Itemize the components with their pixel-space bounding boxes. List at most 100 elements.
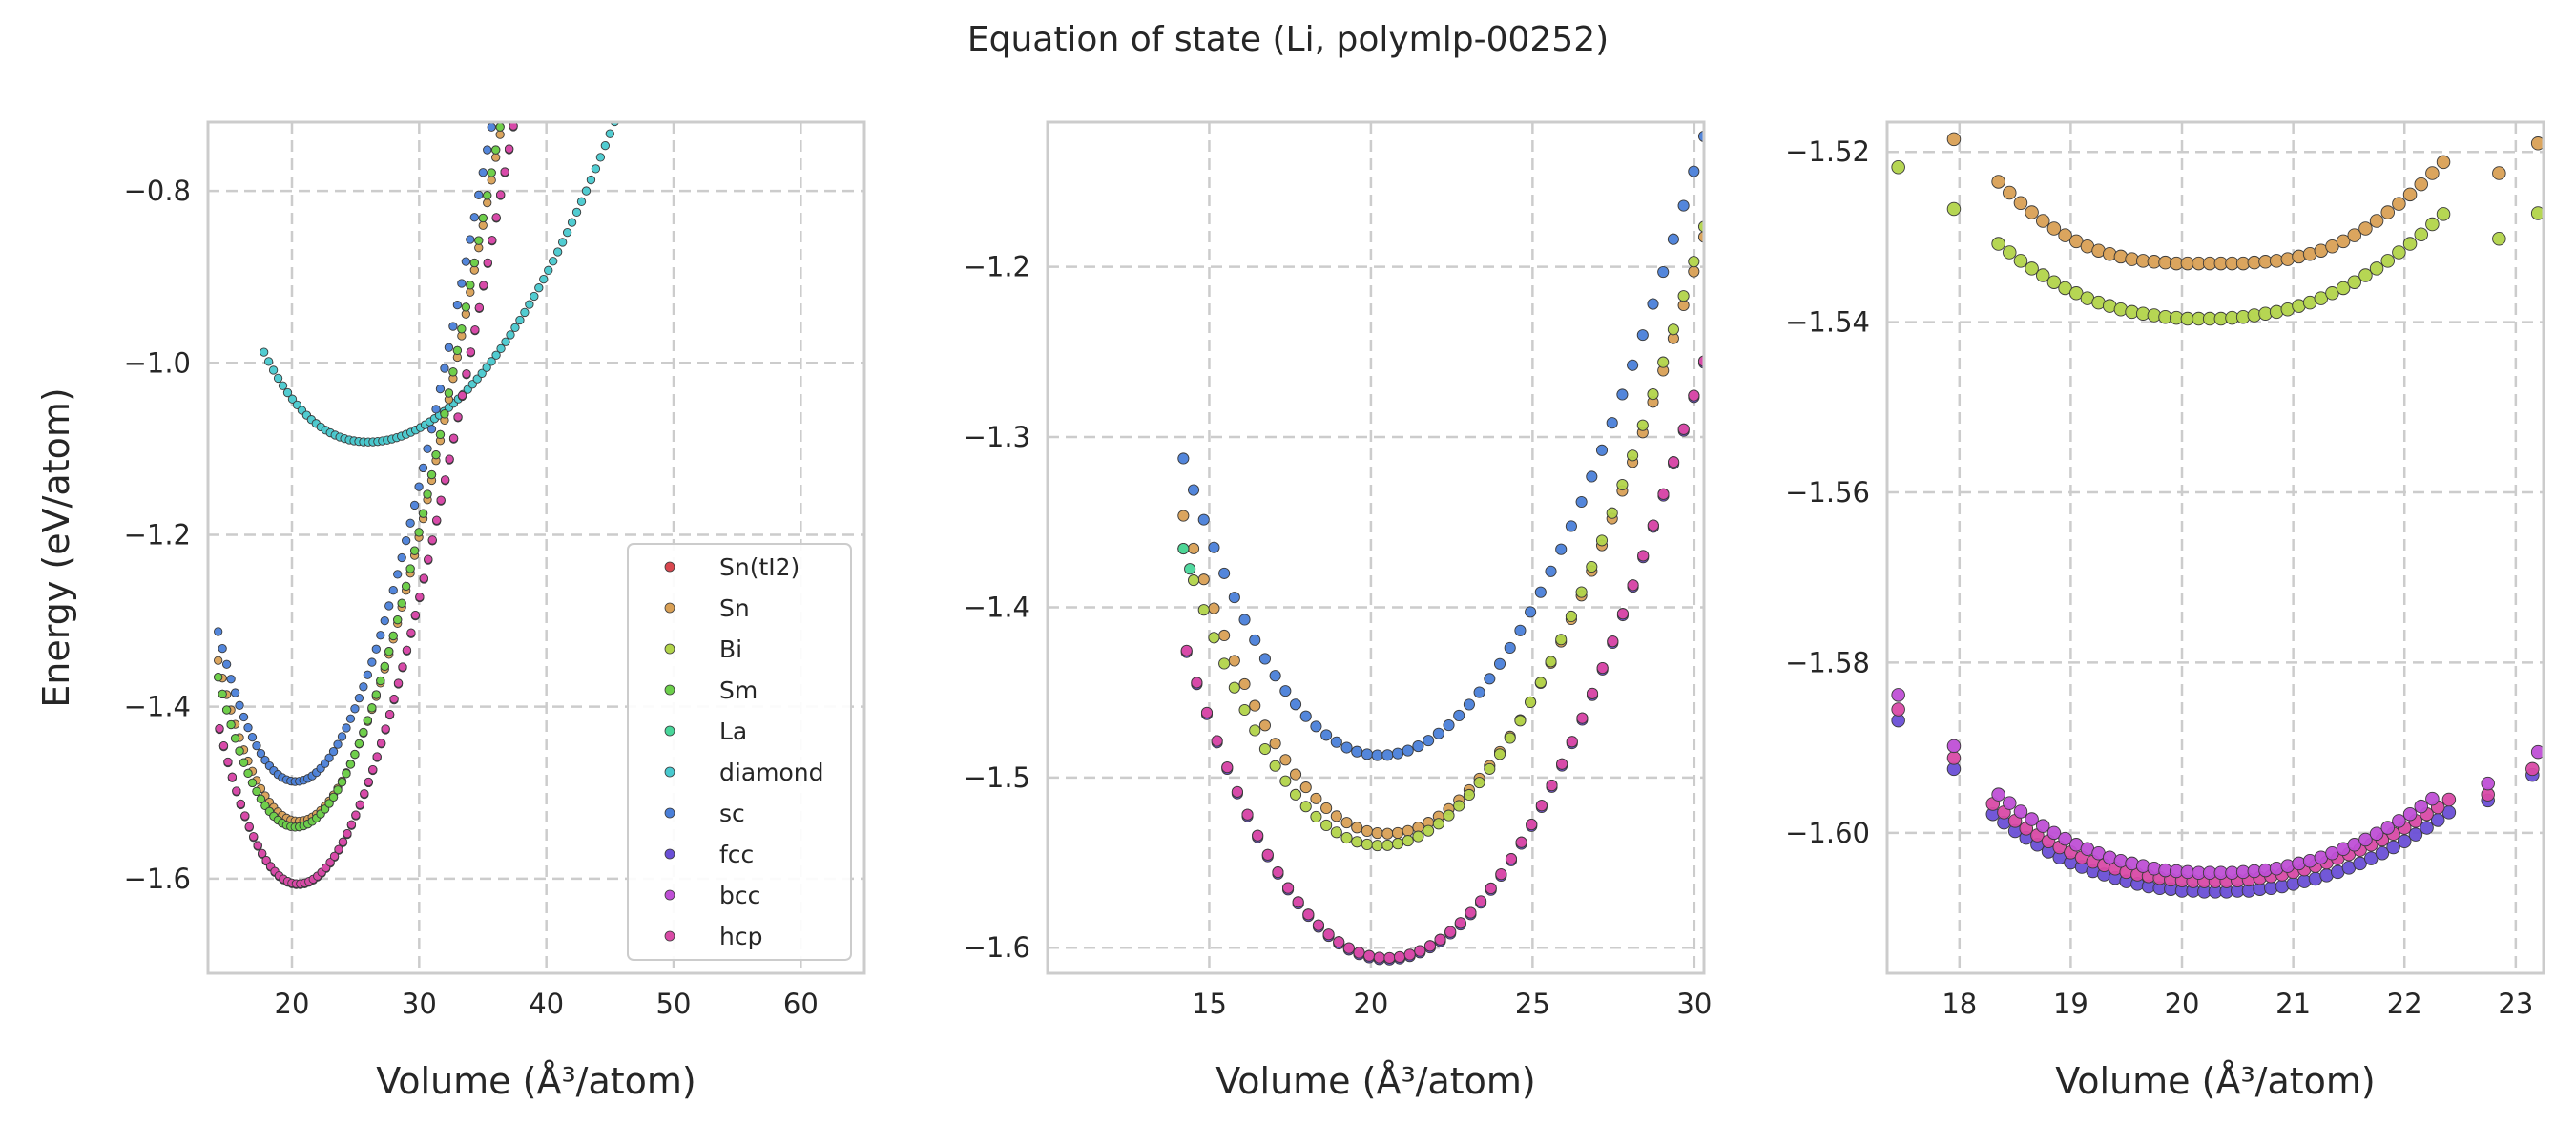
data-point-bcc [2036, 819, 2050, 833]
data-point-sn [1351, 822, 1363, 834]
data-point-hcp [1312, 919, 1325, 931]
data-point-sn [2036, 214, 2050, 228]
data-point-sn [1371, 827, 1383, 840]
data-point-sc [1555, 543, 1568, 555]
data-point-sm [469, 258, 479, 268]
data-point-diamond [586, 175, 596, 185]
data-point-sc [1340, 741, 1353, 754]
data-point-sc [1402, 744, 1414, 757]
data-point-hcp [360, 789, 369, 799]
data-point-fcc [2420, 821, 2434, 835]
data-point-sm [393, 614, 403, 625]
data-point-sc [1534, 586, 1547, 598]
data-point-diamond [534, 283, 544, 293]
data-point-hcp [1180, 644, 1193, 656]
data-point-sn [1197, 573, 1210, 586]
data-point-sc [414, 482, 424, 491]
data-point-hcp [334, 844, 343, 854]
data-point-hcp [1333, 936, 1345, 948]
data-point-bi [1402, 835, 1414, 847]
data-point-bi [1391, 838, 1404, 850]
data-point-hcp [1657, 488, 1670, 500]
data-point-sn [2530, 136, 2544, 151]
data-point-diamond [539, 274, 549, 284]
data-point-sc [1677, 199, 1690, 212]
data-point-sc [1575, 495, 1588, 509]
data-point-sc [359, 682, 368, 692]
data-point-sc [1688, 165, 1700, 177]
y-tick-label: −1.6 [964, 931, 1030, 964]
data-point-bi [2436, 207, 2451, 221]
data-point-sn [1238, 677, 1251, 691]
data-point-sn [1289, 768, 1302, 781]
legend-marker [664, 725, 675, 737]
data-point-sn [522, 0, 530, 1]
y-tick-label: −1.54 [1785, 306, 1870, 339]
data-point-diamond [639, 40, 647, 48]
data-point-hcp [1302, 908, 1315, 921]
x-tick-label: 30 [1676, 988, 1712, 1020]
data-point-bi [1677, 290, 1690, 302]
legend-label: Sm [719, 677, 758, 704]
data-point-bi [2369, 261, 2384, 276]
data-point-hcp [1566, 736, 1578, 748]
data-point-bcc [530, 8, 538, 15]
data-point-sm [388, 631, 398, 641]
data-point-sn [1340, 817, 1353, 829]
data-point-sm [230, 734, 240, 743]
data-point-hcp [1465, 906, 1477, 919]
data-point-bi [1484, 762, 1496, 775]
data-point-diamond [649, 12, 656, 20]
legend-label: La [719, 718, 747, 745]
legend-box [627, 543, 852, 961]
data-point-diamond [576, 197, 587, 206]
y-tick-label: −1.4 [124, 691, 191, 723]
data-point-sn [2013, 196, 2028, 210]
data-point-hcp [1891, 702, 1905, 717]
data-point-bcc [2530, 744, 2544, 760]
data-point-hcp [257, 848, 267, 859]
x-tick-label: 22 [2387, 988, 2422, 1020]
data-point-sc [496, 77, 504, 85]
data-point-fcc [513, 100, 521, 108]
data-point-bi [1218, 657, 1231, 670]
data-point-hcp [398, 662, 407, 672]
data-point-hcp [1647, 519, 1659, 531]
data-point-sc [452, 300, 463, 310]
data-point-sc [333, 739, 343, 749]
data-point-hcp [329, 851, 340, 862]
data-point-hcp [457, 390, 467, 401]
data-point-hcp [377, 739, 386, 748]
eos-panel-zoom: 18 19 20 21 22 23 −1.60 −1.58 −1.56 −1.54 −1.52 Vol… [1785, 120, 2545, 1102]
data-point-sc [1636, 329, 1649, 342]
data-point-sc [1371, 749, 1383, 761]
data-point-sm [500, 100, 508, 108]
data-point-sm [337, 778, 347, 787]
data-point-bi [1606, 507, 1618, 519]
data-point-hcp [530, 8, 538, 15]
data-point-hcp [1272, 866, 1284, 879]
data-point-sn [2402, 187, 2418, 202]
data-point-hcp [1353, 947, 1365, 959]
data-point-diamond [595, 153, 606, 162]
data-point-sn [2025, 205, 2039, 219]
data-point-hcp [1393, 950, 1406, 963]
data-point-hcp [406, 628, 416, 637]
data-point-bi [1667, 323, 1679, 336]
data-point-hcp [1373, 951, 1385, 964]
data-point-sn [214, 656, 223, 665]
data-point-diamond [496, 344, 506, 354]
data-point-sc [440, 364, 449, 373]
x-tick-label: 20 [1353, 988, 1388, 1020]
data-point-sc [337, 732, 347, 741]
data-point-diamond [557, 238, 568, 247]
data-point-bi [2358, 268, 2373, 282]
data-point-hcp [513, 99, 521, 107]
x-axis-label: Volume (Å³/atom) [376, 1060, 696, 1102]
data-point-bi [1443, 809, 1455, 822]
data-point-sn [1391, 826, 1404, 839]
data-point-bi [1187, 574, 1200, 587]
y-tick-label: −1.4 [964, 591, 1030, 623]
y-axis-label: Energy (eV/atom) [35, 387, 77, 707]
data-point-hcp [2525, 761, 2540, 777]
